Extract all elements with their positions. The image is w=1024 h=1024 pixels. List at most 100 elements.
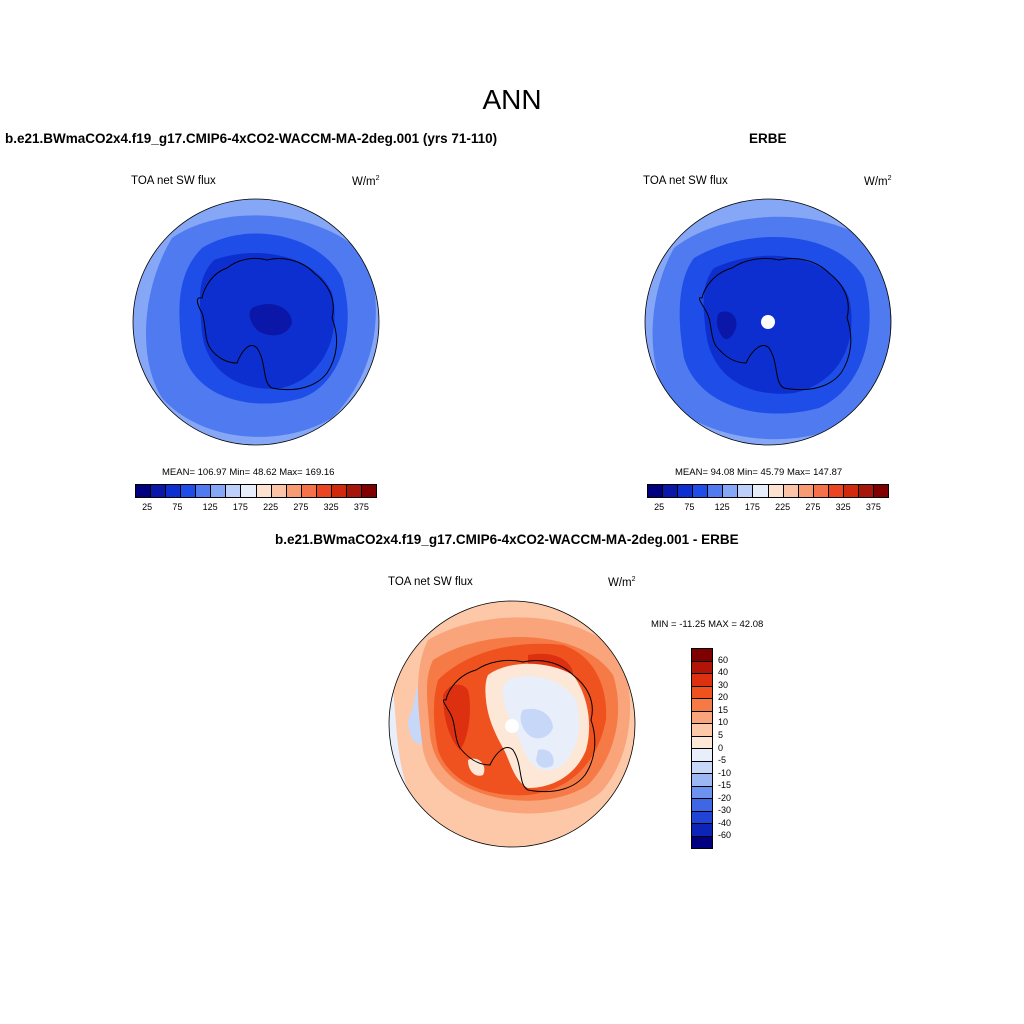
colorbar-swatch bbox=[241, 485, 257, 497]
colorbar-tick-label: 40 bbox=[718, 667, 729, 678]
colorbar-tick-label: 30 bbox=[718, 679, 729, 690]
colorbar-swatch bbox=[708, 485, 724, 497]
colorbar-swatch bbox=[692, 774, 712, 787]
colorbar-swatch bbox=[768, 485, 784, 497]
right-polar-map bbox=[644, 198, 892, 446]
colorbar-swatch bbox=[692, 799, 712, 812]
colorbar-swatch bbox=[211, 485, 227, 497]
right-panel-title: ERBE bbox=[749, 131, 787, 146]
diff-polar-map bbox=[388, 600, 636, 848]
colorbar-swatch bbox=[346, 485, 362, 497]
colorbar-tick-label: 325 bbox=[323, 502, 339, 512]
colorbar-swatch bbox=[361, 485, 376, 497]
left-polar-map bbox=[132, 198, 380, 446]
colorbar-tick-label: 25 bbox=[142, 502, 153, 512]
colorbar-tick-label: -20 bbox=[718, 792, 732, 803]
colorbar-tick-label: -5 bbox=[718, 755, 727, 766]
colorbar-tick-label: 75 bbox=[684, 502, 695, 512]
colorbar-swatch bbox=[301, 485, 317, 497]
colorbar-tick-label: 5 bbox=[718, 729, 724, 740]
colorbar-swatch bbox=[316, 485, 332, 497]
colorbar-swatch bbox=[692, 836, 712, 848]
colorbar-swatch bbox=[271, 485, 287, 497]
colorbar-swatch bbox=[843, 485, 859, 497]
colorbar-swatch bbox=[692, 699, 712, 712]
right-colorbar bbox=[647, 484, 889, 498]
diff-variable-label: TOA net SW flux bbox=[388, 576, 473, 588]
right-colorbar-ticks: 25 75 125 175 225 275 325 375 bbox=[647, 502, 889, 514]
right-variable-label: TOA net SW flux bbox=[643, 175, 728, 187]
colorbar-tick-label: 375 bbox=[865, 502, 881, 512]
colorbar-swatch bbox=[692, 661, 712, 674]
colorbar-tick-label: -60 bbox=[718, 830, 732, 841]
colorbar-tick-label: 175 bbox=[744, 502, 760, 512]
colorbar-swatch bbox=[692, 674, 712, 687]
colorbar-swatch bbox=[648, 485, 664, 497]
colorbar-swatch bbox=[678, 485, 694, 497]
colorbar-swatch bbox=[166, 485, 182, 497]
right-stats: MEAN= 94.08 Min= 45.79 Max= 147.87 bbox=[675, 467, 843, 478]
colorbar-swatch bbox=[286, 485, 302, 497]
colorbar-swatch bbox=[828, 485, 844, 497]
colorbar-swatch bbox=[693, 485, 709, 497]
colorbar-swatch bbox=[692, 711, 712, 724]
colorbar-swatch bbox=[692, 686, 712, 699]
colorbar-tick-label: 125 bbox=[714, 502, 730, 512]
colorbar-swatch bbox=[753, 485, 769, 497]
diff-panel-title: b.e21.BWmaCO2x4.f19_g17.CMIP6-4xCO2-WACC… bbox=[275, 532, 739, 547]
colorbar-tick-label: 25 bbox=[654, 502, 665, 512]
left-colorbar-ticks: 25 75 125 175 225 275 325 375 bbox=[135, 502, 377, 514]
left-stats: MEAN= 106.97 Min= 48.62 Max= 169.16 bbox=[162, 467, 335, 478]
colorbar-tick-label: 275 bbox=[293, 502, 309, 512]
colorbar-swatch bbox=[798, 485, 814, 497]
colorbar-tick-label: -15 bbox=[718, 780, 732, 791]
left-colorbar bbox=[135, 484, 377, 498]
colorbar-tick-label: 20 bbox=[718, 692, 729, 703]
colorbar-tick-label: -10 bbox=[718, 767, 732, 778]
colorbar-swatch bbox=[692, 649, 712, 662]
colorbar-swatch bbox=[692, 786, 712, 799]
right-units-label: W/m2 bbox=[864, 175, 892, 188]
colorbar-tick-label: 60 bbox=[718, 654, 729, 665]
colorbar-swatch bbox=[692, 824, 712, 837]
colorbar-tick-label: 125 bbox=[202, 502, 218, 512]
colorbar-swatch bbox=[226, 485, 242, 497]
main-title: ANN bbox=[482, 84, 542, 115]
left-units-label: W/m2 bbox=[352, 175, 380, 188]
colorbar-swatch bbox=[692, 811, 712, 824]
diff-colorbar bbox=[691, 648, 713, 849]
colorbar-tick-label: 275 bbox=[805, 502, 821, 512]
colorbar-tick-label: 375 bbox=[353, 502, 369, 512]
colorbar-swatch bbox=[181, 485, 197, 497]
colorbar-tick-label: 225 bbox=[263, 502, 279, 512]
colorbar-swatch bbox=[663, 485, 679, 497]
colorbar-tick-label: 0 bbox=[718, 742, 724, 753]
colorbar-tick-label: 15 bbox=[718, 704, 729, 715]
colorbar-tick-label: 175 bbox=[232, 502, 248, 512]
colorbar-swatch bbox=[723, 485, 739, 497]
colorbar-tick-label: -30 bbox=[718, 805, 732, 816]
colorbar-swatch bbox=[813, 485, 829, 497]
colorbar-tick-label: -40 bbox=[718, 817, 732, 828]
colorbar-swatch bbox=[692, 761, 712, 774]
colorbar-swatch bbox=[858, 485, 874, 497]
colorbar-swatch bbox=[692, 724, 712, 737]
colorbar-tick-label: 325 bbox=[835, 502, 851, 512]
colorbar-swatch bbox=[738, 485, 754, 497]
left-panel-title: b.e21.BWmaCO2x4.f19_g17.CMIP6-4xCO2-WACC… bbox=[5, 131, 498, 146]
colorbar-tick-label: 225 bbox=[775, 502, 791, 512]
left-variable-label: TOA net SW flux bbox=[131, 175, 216, 187]
colorbar-swatch bbox=[151, 485, 167, 497]
colorbar-swatch bbox=[256, 485, 272, 497]
colorbar-swatch bbox=[783, 485, 799, 497]
colorbar-tick-label: 75 bbox=[172, 502, 183, 512]
diff-colorbar-ticks: 60 40 30 20 15 10 5 0 -5 -10 -15 -20 -30 -40 -60 bbox=[718, 648, 748, 849]
diff-units-label: W/m2 bbox=[608, 576, 636, 589]
colorbar-swatch bbox=[136, 485, 152, 497]
diff-stats: MIN = -11.25 MAX = 42.08 bbox=[651, 619, 764, 630]
colorbar-swatch bbox=[196, 485, 212, 497]
colorbar-swatch bbox=[331, 485, 347, 497]
colorbar-tick-label: 10 bbox=[718, 717, 729, 728]
colorbar-swatch bbox=[692, 749, 712, 762]
colorbar-swatch bbox=[692, 736, 712, 749]
